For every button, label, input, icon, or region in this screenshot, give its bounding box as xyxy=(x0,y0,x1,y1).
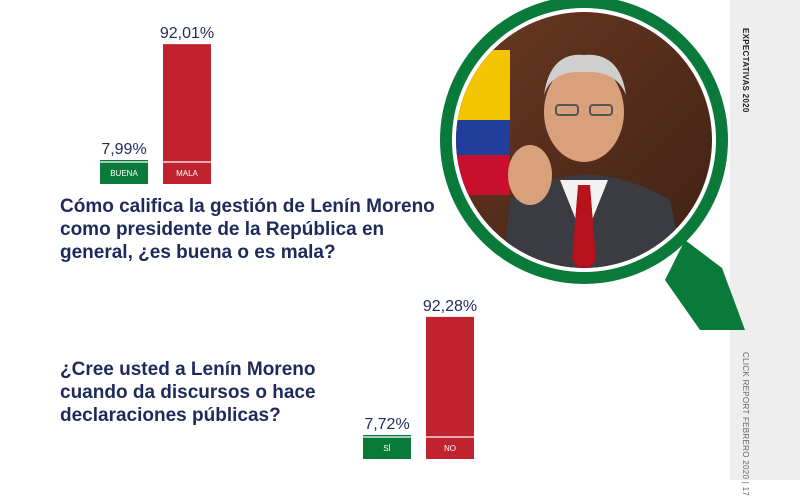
footer-label: CLICK REPORT FEBRERO 2020 | 17 xyxy=(741,352,750,496)
portrait-photo xyxy=(456,12,712,268)
category-label: SÍ xyxy=(383,444,391,453)
bar-no xyxy=(426,316,474,459)
chart-credibilidad: SÍ 7,72% NO 92,28% xyxy=(363,298,477,459)
chart-gestion: BUENA 7,99% MALA 92,01% xyxy=(100,25,214,184)
question-gestion: Cómo califica la gestión de Lenín Moreno… xyxy=(60,196,435,263)
bar-mala xyxy=(163,44,211,184)
value-label: 7,99% xyxy=(101,141,146,158)
category-label: NO xyxy=(444,444,456,453)
question-credibilidad: ¿Cree usted a Lenín Moreno cuando da dis… xyxy=(60,359,316,426)
bar-buena xyxy=(100,160,148,184)
side-strip xyxy=(730,0,800,480)
bar-sí xyxy=(363,435,411,459)
value-label: 92,28% xyxy=(423,298,477,315)
category-label: BUENA xyxy=(110,169,138,178)
magnifier-portrait-icon xyxy=(440,0,745,330)
magnifier-handle xyxy=(665,240,745,330)
category-label: MALA xyxy=(176,169,198,178)
value-label: 7,72% xyxy=(364,416,409,433)
section-label: EXPECTATIVAS 2020 xyxy=(741,28,750,113)
value-label: 92,01% xyxy=(160,25,214,42)
